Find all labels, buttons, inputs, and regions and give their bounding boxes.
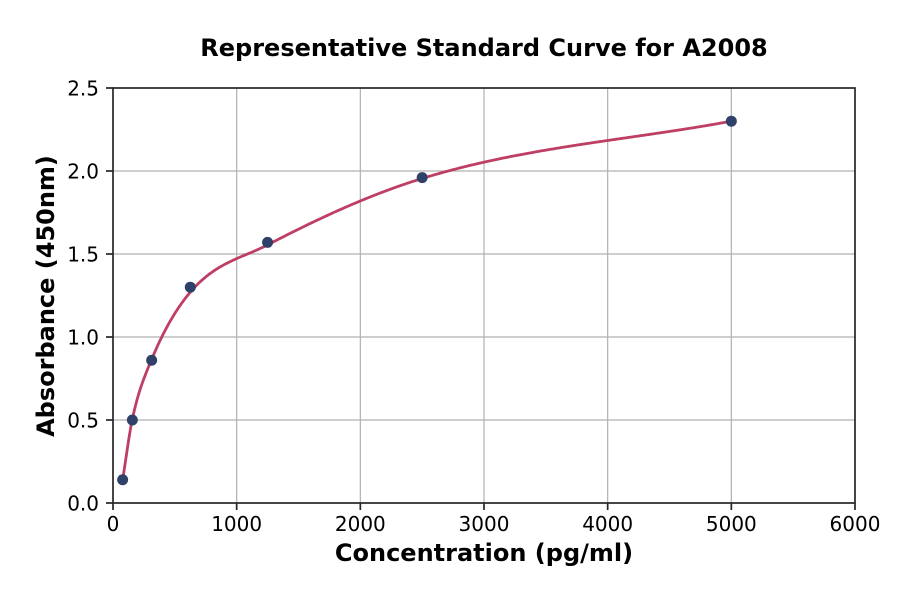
data-point bbox=[117, 474, 129, 486]
x-tick-label: 1000 bbox=[211, 512, 262, 536]
y-tick-label: 2.0 bbox=[67, 160, 99, 184]
x-tick-label: 4000 bbox=[582, 512, 633, 536]
x-tick-label: 2000 bbox=[335, 512, 386, 536]
data-point bbox=[146, 354, 158, 366]
data-point bbox=[184, 281, 196, 293]
data-point bbox=[416, 172, 428, 184]
y-tick-label: 0.5 bbox=[67, 409, 99, 433]
data-point bbox=[725, 115, 737, 127]
x-axis-label: Concentration (pg/ml) bbox=[334, 539, 634, 567]
y-tick-label: 1.0 bbox=[67, 326, 99, 350]
x-tick-label: 6000 bbox=[830, 512, 881, 536]
y-tick-label: 0.0 bbox=[67, 492, 99, 516]
y-tick-label: 2.5 bbox=[67, 77, 99, 101]
y-tick-label: 1.5 bbox=[67, 243, 99, 267]
x-tick-label: 0 bbox=[107, 512, 120, 536]
x-tick-label: 3000 bbox=[459, 512, 510, 536]
data-point bbox=[126, 414, 138, 426]
fit-curve bbox=[121, 119, 733, 482]
data-point bbox=[262, 236, 274, 248]
x-tick-label: 5000 bbox=[706, 512, 757, 536]
chart-title: Representative Standard Curve for A2008 bbox=[200, 34, 768, 62]
